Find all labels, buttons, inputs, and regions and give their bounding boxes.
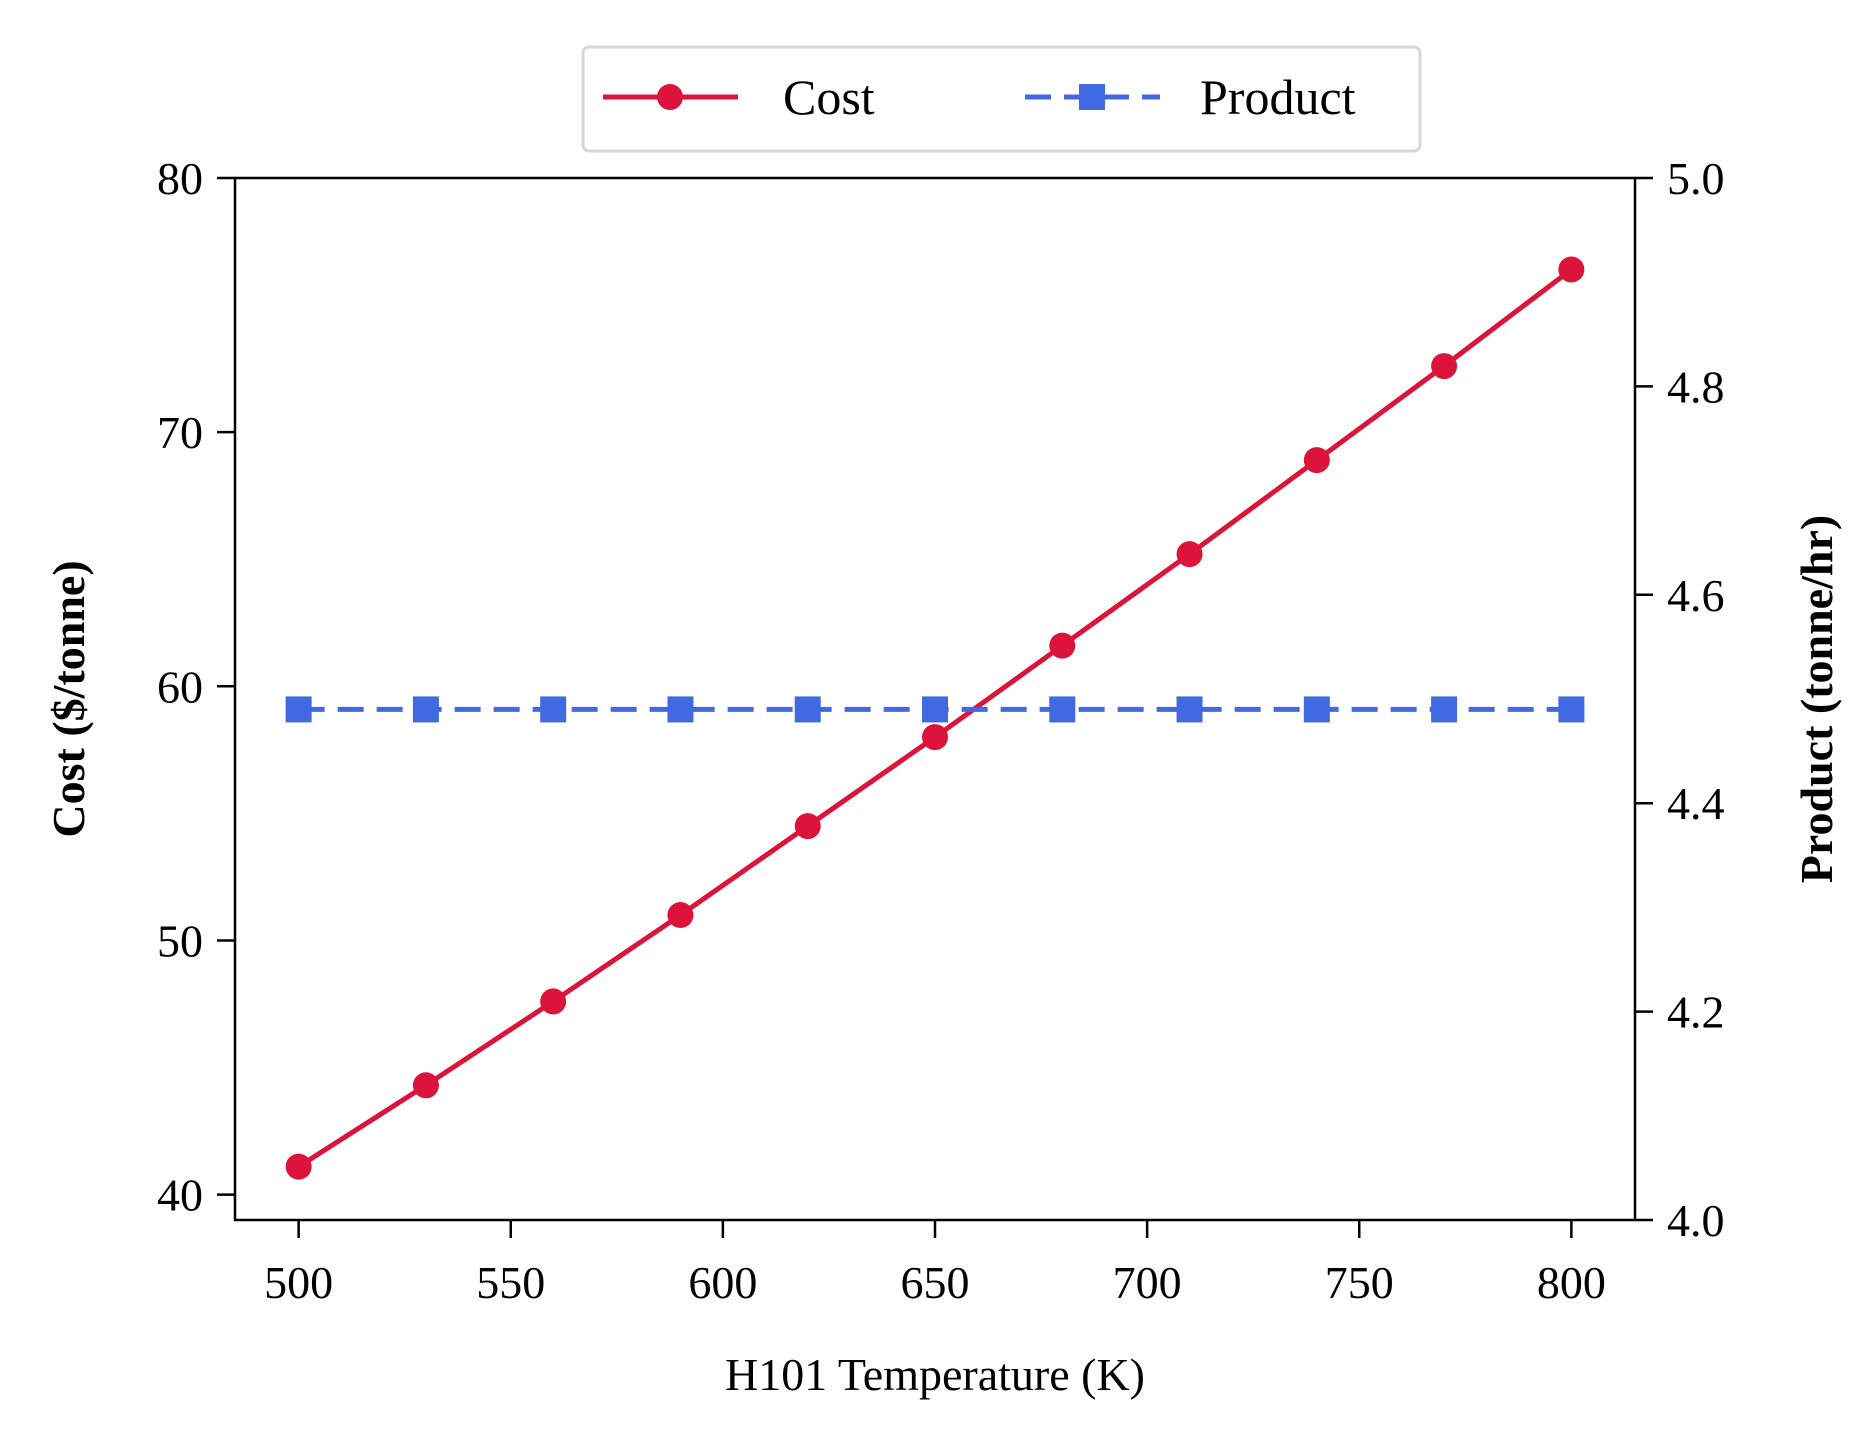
x-tick-label: 750 — [1325, 1257, 1394, 1308]
x-tick-label: 800 — [1537, 1257, 1606, 1308]
left-y-tick-label: 40 — [157, 1170, 203, 1221]
x-tick-label: 600 — [688, 1257, 757, 1308]
x-tick-label: 700 — [1113, 1257, 1182, 1308]
data-point-product — [285, 696, 312, 723]
left-y-tick-label: 50 — [157, 915, 203, 966]
data-point-cost — [285, 1153, 312, 1180]
right-y-tick-label: 4.4 — [1667, 778, 1725, 829]
data-point-cost — [1558, 256, 1585, 283]
data-point-product — [667, 696, 694, 723]
data-point-product — [1303, 696, 1330, 723]
x-axis-ticks: 500 550 600 650 700 750 800 — [264, 1220, 1606, 1308]
data-point-cost — [1176, 541, 1203, 568]
right-y-tick-label: 4.8 — [1667, 361, 1725, 412]
data-point-product — [1558, 696, 1585, 723]
data-point-cost — [1049, 632, 1076, 659]
data-point-product — [1049, 696, 1076, 723]
right-y-tick-label: 4.0 — [1667, 1195, 1725, 1246]
x-axis-label: H101 Temperature (K) — [725, 1349, 1145, 1400]
right-y-axis-ticks: 4.0 4.2 4.4 4.6 4.8 5.0 — [1635, 153, 1725, 1246]
left-y-tick-label: 80 — [157, 153, 203, 204]
x-tick-label: 550 — [476, 1257, 545, 1308]
data-point-product — [540, 696, 567, 723]
legend: Cost Product — [581, 45, 1422, 153]
data-point-cost — [1303, 447, 1330, 474]
data-point-product — [922, 696, 948, 723]
legend-marker-product — [1079, 84, 1105, 110]
data-point-cost — [794, 813, 821, 840]
data-point-cost — [540, 988, 567, 1015]
x-tick-label: 650 — [901, 1257, 970, 1308]
right-y-tick-label: 4.6 — [1667, 570, 1725, 621]
data-point-product — [1176, 696, 1203, 723]
legend-label-cost: Cost — [783, 69, 875, 125]
right-y-axis-label: Product (tonne/hr) — [1791, 515, 1842, 883]
data-point-product — [794, 696, 821, 723]
right-y-tick-label: 5.0 — [1667, 153, 1725, 204]
data-point-cost — [1431, 353, 1458, 380]
legend-label-product: Product — [1200, 69, 1356, 125]
right-y-tick-label: 4.2 — [1667, 987, 1725, 1038]
plot-marks — [285, 256, 1585, 1180]
left-y-axis-ticks: 40 50 60 70 80 — [157, 153, 235, 1221]
data-point-cost — [412, 1072, 439, 1099]
x-tick-label: 500 — [264, 1257, 333, 1308]
left-y-axis-label: Cost ($/tonne) — [43, 560, 94, 837]
legend-marker-cost — [657, 84, 683, 110]
data-point-product — [1431, 696, 1458, 723]
left-y-tick-label: 70 — [157, 407, 203, 458]
legend-box — [581, 45, 1422, 153]
data-point-cost — [667, 902, 694, 929]
data-point-product — [412, 696, 439, 723]
data-point-cost — [922, 724, 948, 751]
left-y-tick-label: 60 — [157, 661, 203, 712]
